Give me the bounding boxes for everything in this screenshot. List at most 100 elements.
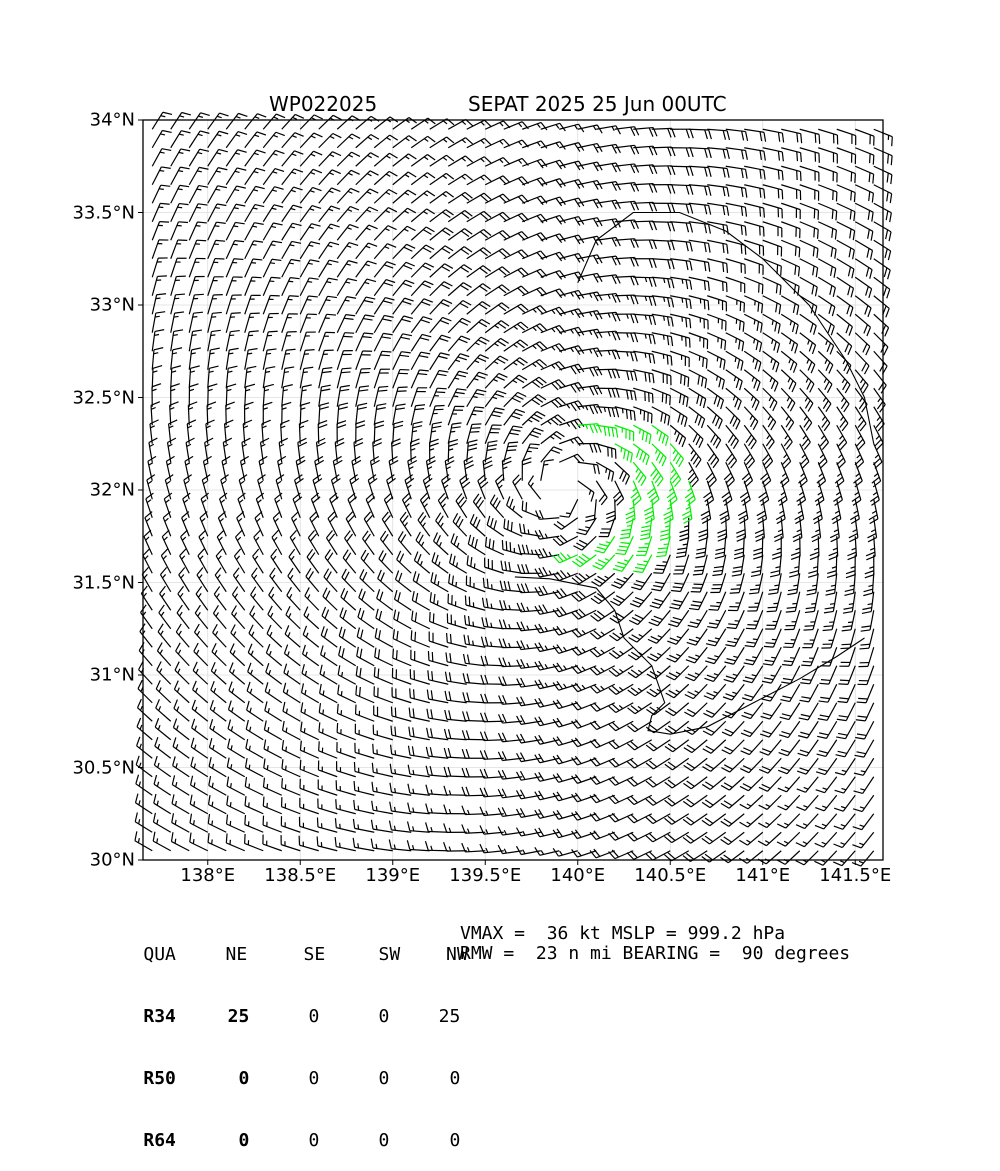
barb-feather	[408, 784, 410, 793]
barb-shaft	[190, 842, 208, 851]
wind-barb	[615, 425, 634, 441]
wind-barb	[726, 388, 741, 410]
barb-feather	[324, 569, 329, 577]
barb-feather	[412, 591, 414, 600]
barb-shaft	[640, 573, 651, 589]
barb-feather	[371, 820, 373, 829]
barb-shaft	[300, 350, 305, 369]
barb-feather	[595, 563, 604, 567]
barb-feather	[823, 630, 832, 631]
barb-feather	[483, 457, 492, 461]
barb-feather	[216, 549, 222, 556]
barb-half-feather	[377, 787, 378, 792]
barb-shaft	[465, 795, 485, 796]
barb-feather	[751, 571, 760, 573]
barb-feather	[230, 331, 239, 332]
wind-barb	[193, 681, 208, 703]
barb-feather	[431, 572, 433, 581]
barb-feather	[728, 435, 733, 443]
wind-barb	[226, 834, 244, 851]
barb-shaft	[336, 828, 355, 833]
barb-feather	[834, 844, 843, 848]
barb-half-feather	[814, 548, 818, 550]
barb-shaft	[226, 332, 230, 352]
barb-shaft	[594, 499, 596, 519]
barb-half-feather	[240, 481, 244, 484]
barb-half-feather	[509, 624, 510, 629]
barb-feather	[810, 384, 814, 392]
barb-half-feather	[179, 612, 182, 616]
barb-half-feather	[586, 425, 588, 429]
barb-feather	[746, 659, 755, 661]
barb-feather	[687, 781, 695, 786]
barb-half-feather	[788, 378, 790, 382]
barb-feather	[436, 535, 440, 544]
barb-shaft	[615, 388, 635, 391]
wind-barb	[853, 462, 862, 487]
barb-feather	[721, 785, 729, 790]
barb-feather	[512, 398, 521, 402]
barb-shaft	[811, 647, 819, 666]
barb-feather	[231, 624, 235, 632]
barb-shaft	[246, 767, 264, 776]
barb-feather	[476, 520, 480, 529]
wind-barb	[318, 760, 337, 776]
barb-shaft	[188, 405, 189, 425]
barb-feather	[702, 515, 710, 519]
barb-shaft	[468, 544, 485, 555]
barb-feather	[516, 846, 521, 854]
barb-feather	[763, 664, 772, 665]
barb-feather	[543, 605, 548, 613]
barb-feather	[857, 734, 866, 735]
wind-barb	[610, 592, 633, 606]
barb-shaft	[710, 795, 726, 807]
barb-half-feather	[601, 686, 604, 689]
barb-shaft	[615, 758, 633, 767]
barb-feather	[415, 632, 416, 641]
barb-half-feather	[473, 641, 474, 646]
barb-feather	[501, 561, 502, 570]
barb-shaft	[773, 629, 781, 647]
barb-shaft	[171, 313, 175, 333]
barb-shaft	[263, 844, 282, 851]
barb-shaft	[171, 368, 172, 388]
barb-half-feather	[193, 839, 194, 844]
barb-half-feather	[781, 492, 785, 495]
wind-barb	[339, 646, 356, 666]
barb-feather	[753, 548, 762, 551]
barb-shaft	[265, 711, 282, 722]
barb-half-feather	[474, 379, 479, 380]
barb-shaft	[596, 814, 615, 821]
barb-feather	[662, 393, 663, 402]
barb-feather	[665, 746, 673, 751]
barb-shaft	[428, 756, 448, 758]
barb-feather	[141, 586, 147, 593]
barb-feather	[845, 385, 850, 393]
barb-feather	[731, 438, 736, 446]
barb-feather	[749, 438, 754, 446]
barb-feather	[154, 775, 156, 784]
barb-feather	[381, 337, 390, 338]
barb-shaft	[844, 758, 855, 775]
barb-feather	[180, 549, 186, 556]
barb-feather	[806, 423, 811, 431]
barb-feather	[397, 551, 401, 560]
barb-feather	[765, 660, 774, 661]
barb-shaft	[707, 388, 723, 400]
barb-shaft	[374, 715, 393, 721]
barb-shaft	[661, 573, 671, 591]
barb-shaft	[428, 775, 448, 777]
barb-feather	[734, 552, 743, 555]
barb-half-feather	[395, 769, 396, 774]
barb-half-feather	[818, 492, 822, 495]
barb-shaft	[718, 592, 726, 610]
barb-feather	[642, 526, 651, 528]
barb-feather	[209, 757, 211, 766]
barb-feather	[864, 589, 873, 591]
barb-feather	[655, 569, 664, 570]
barb-shaft	[282, 332, 288, 351]
barb-shaft	[411, 352, 421, 370]
barb-feather	[417, 554, 420, 563]
wind-barb	[856, 703, 874, 721]
wind-barb	[818, 703, 837, 721]
